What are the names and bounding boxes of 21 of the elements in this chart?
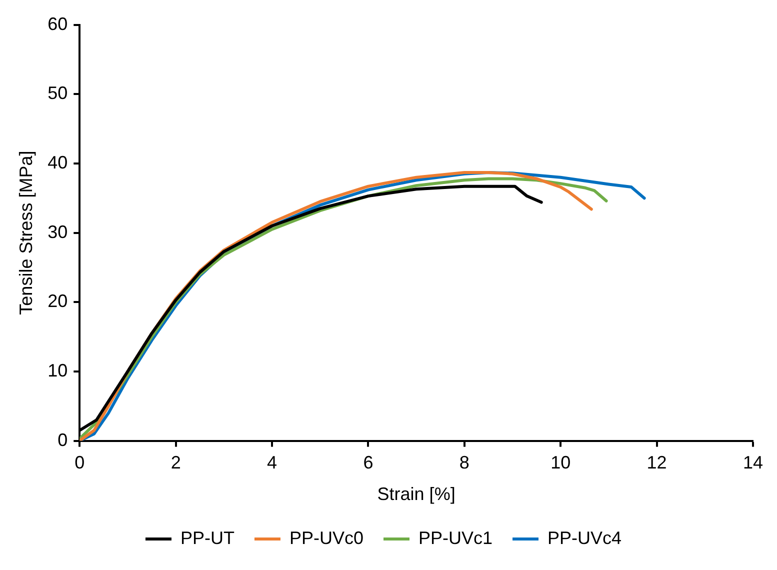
y-tick-label: 30	[48, 222, 68, 242]
x-axis-title: Strain [%]	[377, 484, 456, 504]
x-tick-label: 6	[363, 452, 374, 473]
y-tick-label: 60	[48, 14, 68, 34]
y-tick-label: 0	[58, 430, 68, 450]
legend-label: PP-UVc4	[548, 528, 622, 548]
y-tick-label: 10	[48, 360, 68, 380]
x-tick-label: 10	[550, 452, 571, 473]
y-tick-label: 20	[48, 291, 68, 312]
legend-label: PP-UT	[180, 528, 234, 548]
x-tick-label: 2	[170, 452, 181, 473]
x-tick-label: 14	[742, 452, 764, 473]
x-tick-label: 8	[459, 452, 470, 473]
y-axis-title: Tensile Stress [MPa]	[16, 150, 36, 315]
legend-label: PP-UVc1	[418, 528, 493, 548]
y-tick-label: 40	[48, 152, 68, 172]
legend-label: PP-UVc0	[289, 528, 364, 548]
x-tick-label: 0	[74, 452, 85, 473]
y-tick-label: 50	[48, 83, 68, 104]
x-tick-label: 12	[646, 452, 667, 473]
x-tick-label: 4	[267, 452, 278, 473]
